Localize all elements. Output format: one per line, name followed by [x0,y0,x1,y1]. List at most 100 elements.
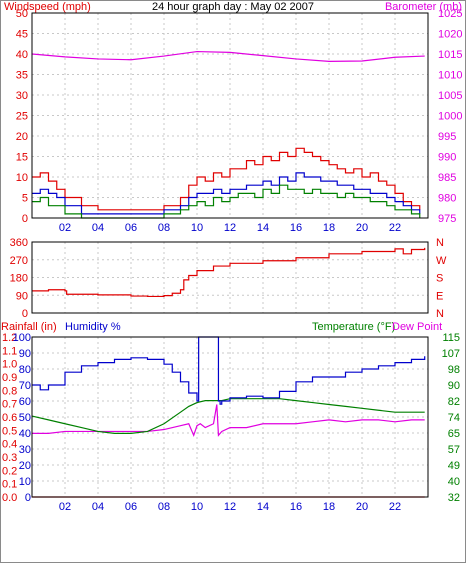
hour-tick-label: 06 [125,222,137,234]
temperature-tick-label: 49 [448,460,460,472]
wind-direction-line [32,247,426,298]
dewpoint-axis-label: Dew Point [392,321,442,333]
barometer-tick-label: 1020 [438,29,462,41]
temperature-tick-label: 74 [448,412,460,424]
hour-tick-label: 04 [92,222,104,234]
hour-tick-label: 02 [59,501,71,513]
rainfall-tick-label: 0.8 [2,385,17,397]
windspeed-tick-label: 40 [16,49,28,61]
temperature-line [31,398,425,434]
direction-tick-label: 180 [10,273,28,285]
compass-tick-label: N [436,237,444,249]
temperature-tick-label: 115 [442,332,460,344]
humidity-tick-label: 20 [19,460,31,472]
humidity-tick-label: 40 [19,428,31,440]
chart-title: 24 hour graph day : May 02 2007 [152,1,314,13]
hour-tick-label: 06 [125,501,137,513]
hour-tick-label: 04 [92,501,104,513]
temperature-tick-label: 107 [442,348,460,360]
rainfall-tick-label: 0.6 [2,412,17,424]
dewpoint-line [32,404,425,437]
compass-tick-label: W [436,255,447,267]
windspeed-tick-label: 35 [16,70,28,82]
temperature-tick-label: 32 [448,492,460,504]
hour-tick-label: 14 [257,222,269,234]
compass-tick-label: E [436,290,443,302]
hour-tick-label: 08 [158,222,170,234]
hour-tick-label: 22 [389,222,401,234]
compass-tick-label: N [436,308,444,320]
windspeed-tick-label: 45 [16,29,28,41]
rainfall-tick-label: 0.3 [2,452,17,464]
rainfall-tick-label: 0.0 [2,492,17,504]
windspeed-axis-label: Windspeed (mph) [4,1,91,13]
wind-plot-area [31,12,429,219]
direction-tick-label: 360 [10,237,28,249]
rainfall-tick-label: 1.1 [2,345,17,357]
barometer-tick-label: 1015 [438,49,462,61]
humidity-tick-label: 10 [19,476,31,488]
compass-tick-label: S [436,273,443,285]
humidity-tick-label: 90 [19,348,31,360]
direction-plot-area [31,241,429,314]
temperature-tick-label: 65 [448,428,460,440]
temperature-tick-label: 90 [448,380,460,392]
temperature-tick-label: 98 [448,364,460,376]
barometer-tick-label: 995 [438,131,456,143]
barometer-line [31,50,425,62]
direction-tick-label: 0 [22,308,28,320]
gust-line [32,147,421,211]
temperature-tick-label: 40 [448,476,460,488]
windspeed-tick-label: 50 [16,8,28,20]
hour-tick-label: 16 [290,222,302,234]
rainfall-axis-label: Rainfall (in) [1,321,57,333]
barometer-tick-label: 975 [438,213,456,225]
windspeed-line [32,172,421,215]
temperature-tick-label: 57 [448,444,460,456]
rainfall-tick-label: 0.9 [2,372,17,384]
rainfall-tick-label: 1.0 [2,359,17,371]
hour-tick-label: 10 [191,501,203,513]
direction-tick-label: 90 [16,290,28,302]
hour-tick-label: 20 [356,222,368,234]
rainfall-tick-label: 0.1 [2,479,17,491]
hour-tick-label: 10 [191,222,203,234]
hour-tick-label: 14 [257,501,269,513]
hour-tick-label: 08 [158,501,170,513]
rainfall-tick-label: 0.4 [2,439,17,451]
windspeed-tick-label: 25 [16,111,28,123]
windspeed-tick-label: 10 [16,172,28,184]
temperature-tick-label: 82 [448,396,460,408]
barometer-tick-label: 1010 [438,70,462,82]
humidity-tick-label: 0 [25,492,31,504]
rainfall-tick-label: 0.2 [2,465,17,477]
humidity-tick-label: 60 [19,396,31,408]
humidity-tick-label: 80 [19,364,31,376]
temp-plot-area [31,336,429,498]
windspeed-tick-label: 0 [22,213,28,225]
humidity-tick-label: 30 [19,444,31,456]
humidity-line [32,336,426,405]
barometer-tick-label: 1025 [438,8,462,20]
barometer-tick-label: 990 [438,152,456,164]
humidity-axis-label: Humidity % [65,321,121,333]
windspeed-tick-label: 15 [16,152,28,164]
rainfall-tick-label: 1.2 [2,332,17,344]
direction-tick-label: 270 [10,255,28,267]
hour-tick-label: 22 [389,501,401,513]
barometer-axis-label: Barometer (mb) [385,1,462,13]
barometer-tick-label: 1000 [438,111,462,123]
hour-tick-label: 18 [323,501,335,513]
windspeed-tick-label: 5 [22,193,28,205]
hour-tick-label: 18 [323,222,335,234]
windspeed-tick-label: 30 [16,90,28,102]
windspeed-tick-label: 20 [16,131,28,143]
humidity-tick-label: 100 [13,332,31,344]
rainfall-tick-label: 0.7 [2,399,17,411]
hour-tick-label: 12 [224,222,236,234]
humidity-tick-label: 70 [19,380,31,392]
hour-tick-label: 20 [356,501,368,513]
barometer-tick-label: 985 [438,172,456,184]
